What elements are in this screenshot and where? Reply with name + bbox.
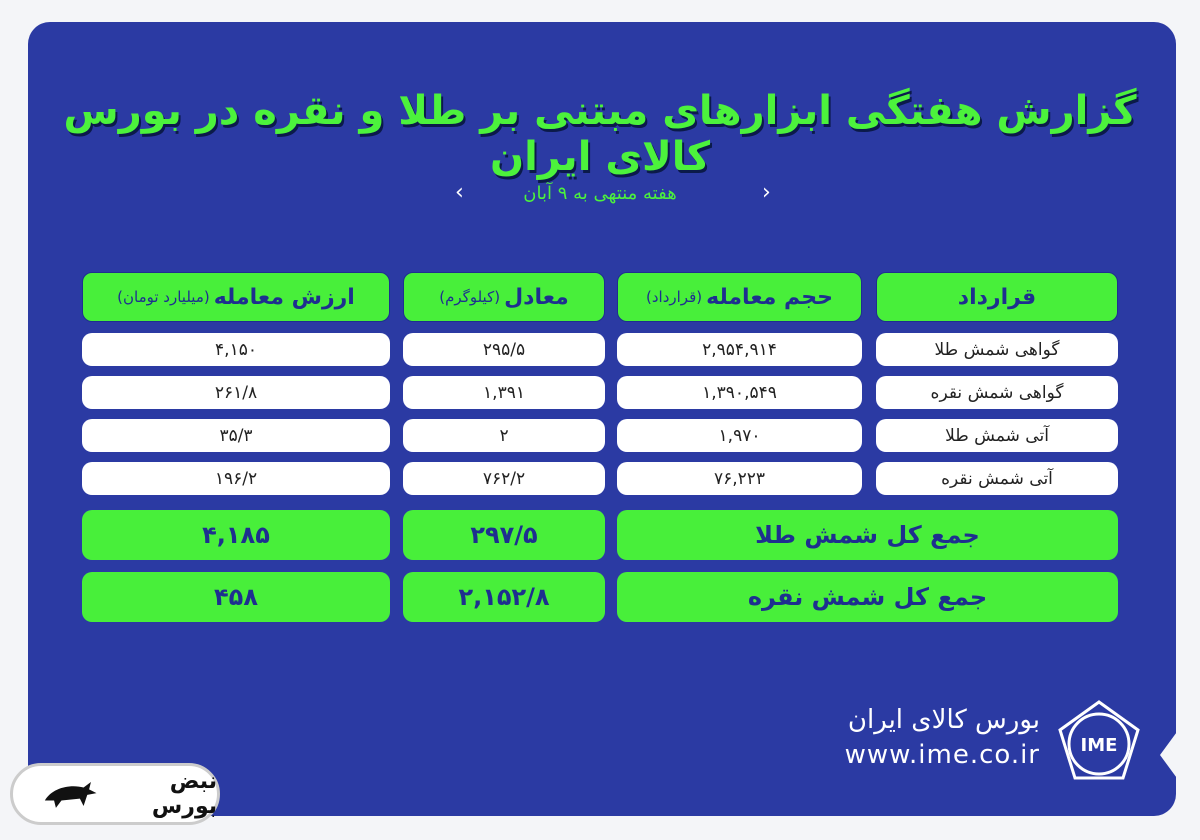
header-unit: (میلیارد تومان): [117, 288, 210, 306]
total-silver-equivalent: ۲,۱۵۲/۸: [403, 572, 605, 622]
row-1-contract: گواهی شمش طلا: [876, 333, 1118, 366]
row-1-volume: ۲,۹۵۴,۹۱۴: [617, 333, 862, 366]
header-label: معادل: [504, 284, 569, 310]
ime-logo-icon: IME: [1058, 700, 1140, 780]
header-value: ارزش معامله (میلیارد تومان): [82, 272, 390, 322]
header-label: ارزش معامله: [213, 284, 355, 310]
row-1-value: ۴,۱۵۰: [82, 333, 390, 366]
chevron-left-icon: ‹: [455, 180, 464, 205]
row-2-equivalent: ۱,۳۹۱: [403, 376, 605, 409]
row-2-value: ۲۶۱/۸: [82, 376, 390, 409]
row-3-volume: ۱,۹۷۰: [617, 419, 862, 452]
row-3-equivalent: ۲: [403, 419, 605, 452]
chevron-right-icon: ›: [762, 180, 771, 205]
report-subtitle: هفته منتهی به ۹ آبان: [523, 183, 677, 204]
watermark-logo: نبض بورس: [10, 763, 220, 825]
header-unit: (کیلوگرم): [439, 288, 501, 306]
header-volume: حجم معامله (قرارداد): [617, 272, 862, 322]
header-contract: قرارداد: [876, 272, 1118, 322]
header-equivalent: معادل (کیلوگرم): [403, 272, 605, 322]
row-2-contract: گواهی شمش نقره: [876, 376, 1118, 409]
row-3-contract: آتی شمش طلا: [876, 419, 1118, 452]
row-3-value: ۳۵/۳: [82, 419, 390, 452]
bull-icon: [44, 782, 97, 808]
row-4-contract: آتی شمش نقره: [876, 462, 1118, 495]
header-unit: (قرارداد): [646, 288, 703, 306]
total-gold-value: ۴,۱۸۵: [82, 510, 390, 560]
card-notch: [1160, 725, 1182, 785]
ime-name: بورس کالای ایران: [847, 705, 1040, 735]
watermark-text: نبض بورس: [151, 769, 217, 819]
ime-url[interactable]: www.ime.co.ir: [844, 740, 1040, 770]
header-label: حجم معامله: [706, 284, 833, 310]
row-1-equivalent: ۲۹۵/۵: [403, 333, 605, 366]
total-gold-equivalent: ۲۹۷/۵: [403, 510, 605, 560]
header-label: قرارداد: [957, 284, 1037, 310]
row-4-equivalent: ۷۶۲/۲: [403, 462, 605, 495]
total-silver-label: جمع کل شمش نقره: [617, 572, 1118, 622]
report-title: گزارش هفتگی ابزارهای مبتنی بر طلا و نقره…: [63, 88, 1137, 180]
row-2-volume: ۱,۳۹۰,۵۴۹: [617, 376, 862, 409]
row-4-value: ۱۹۶/۲: [82, 462, 390, 495]
total-gold-label: جمع کل شمش طلا: [617, 510, 1118, 560]
total-silver-value: ۴۵۸: [82, 572, 390, 622]
row-4-volume: ۷۶,۲۲۳: [617, 462, 862, 495]
ime-logo-text: IME: [1081, 735, 1118, 756]
